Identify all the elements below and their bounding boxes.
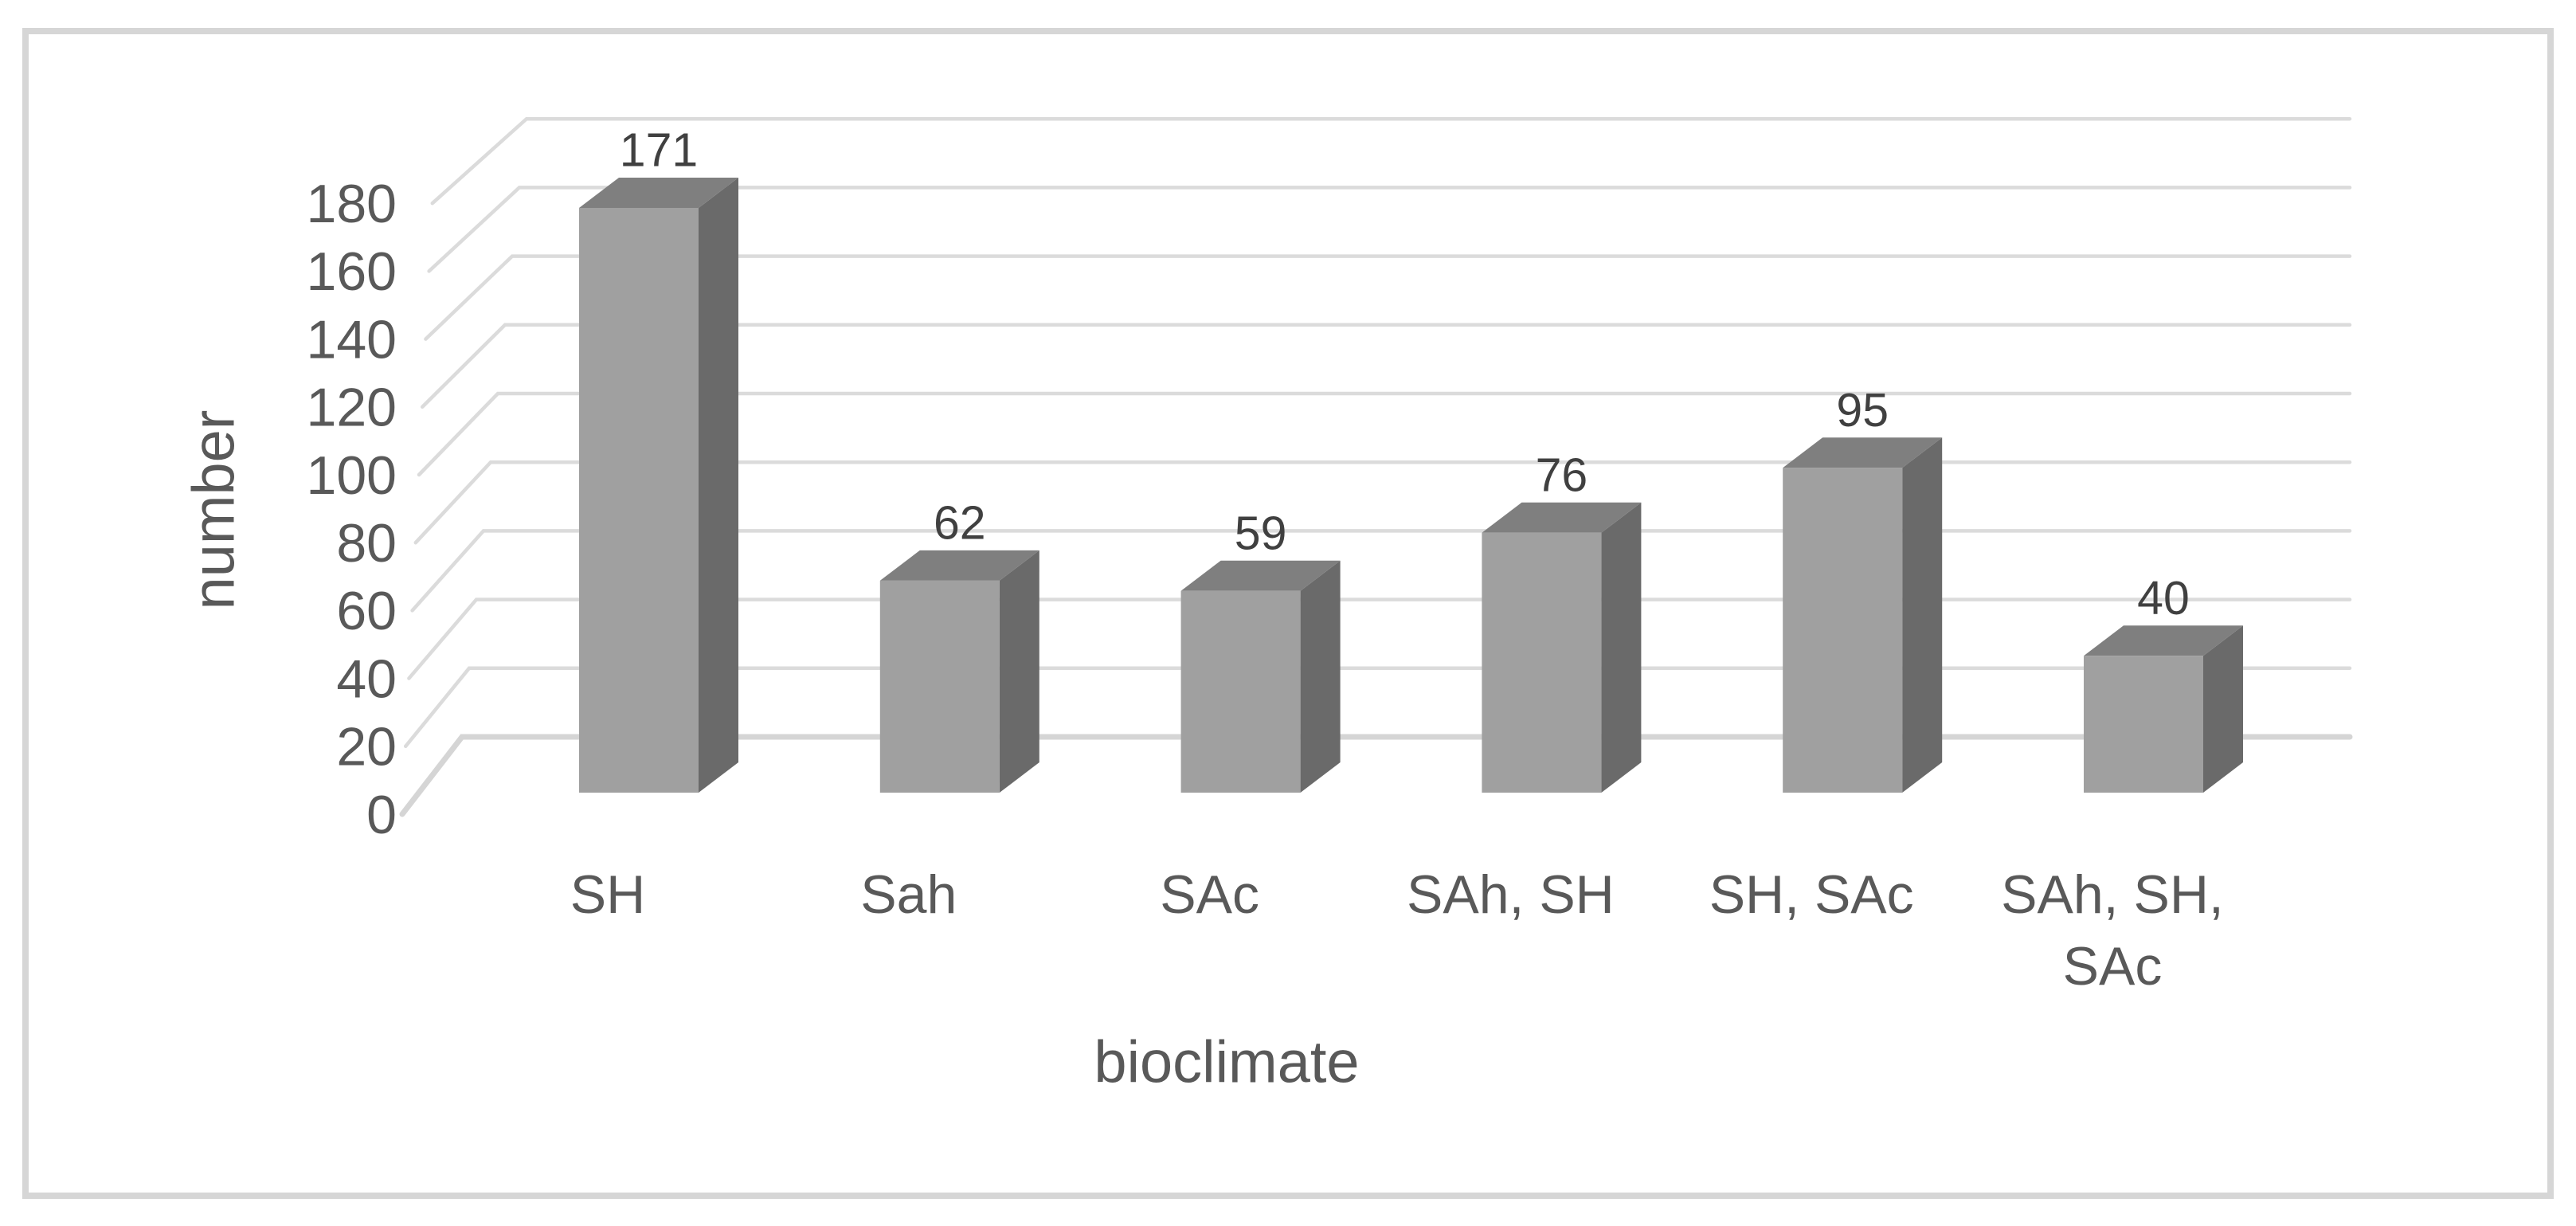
- bar-SH, SAc: [1783, 468, 1903, 793]
- bar-top-face: [1783, 437, 1943, 468]
- bar-side-face: [2203, 625, 2243, 793]
- bar-top-face: [879, 550, 1039, 581]
- value-label-SH, SAc: 95: [1836, 384, 1889, 437]
- gridline-120: [420, 323, 2352, 409]
- category-label-Sah: Sah: [860, 864, 957, 925]
- category-label-SAh, SH, SAc: SAh, SH,: [2001, 864, 2224, 925]
- gridline-160: [427, 186, 2352, 273]
- gridline-180: [430, 116, 2352, 206]
- category-label-SAh, SH, SAc: SAc: [2063, 936, 2163, 997]
- value-label-SAh, SH: 76: [1536, 448, 1588, 501]
- category-label-SH, SAc: SH, SAc: [1709, 864, 1914, 925]
- bar-side-face: [1300, 560, 1341, 793]
- bar-top-face: [1482, 502, 1642, 533]
- value-label-SAc: 59: [1235, 507, 1287, 559]
- value-label-SAh, SH, SAc: 40: [2137, 572, 2190, 625]
- y-tick-label-20: 20: [336, 717, 397, 778]
- y-tick-label-40: 40: [336, 648, 397, 709]
- x-axis-title: bioclimate: [1094, 1028, 1360, 1095]
- gridline-140: [424, 254, 2352, 341]
- y-tick-label-120: 120: [307, 378, 397, 438]
- bar-SH: [579, 208, 699, 793]
- gridline-20: [403, 666, 2352, 749]
- y-tick-label-100: 100: [307, 445, 397, 506]
- y-tick-label-0: 0: [366, 785, 397, 845]
- gridline-60: [410, 529, 2352, 613]
- value-label-SH: 171: [620, 124, 698, 177]
- chart-border: [22, 28, 2554, 1199]
- bar-Sah: [879, 580, 1000, 793]
- bar-SAh, SH: [1482, 532, 1602, 793]
- bar-side-face: [999, 550, 1039, 793]
- bar-top-face: [579, 178, 738, 208]
- y-tick-label-60: 60: [336, 581, 397, 641]
- y-tick-label-140: 140: [307, 309, 397, 370]
- gridline-40: [407, 597, 2352, 680]
- bar-top-face: [1180, 560, 1341, 591]
- gridline-0: [399, 734, 2353, 817]
- y-tick-label-180: 180: [307, 174, 397, 234]
- category-label-SH: SH: [570, 864, 645, 925]
- y-tick-label-160: 160: [307, 241, 397, 302]
- bar-side-face: [699, 178, 738, 793]
- y-axis-title: number: [180, 409, 247, 610]
- gridline-80: [413, 460, 2352, 545]
- bar-side-face: [1601, 502, 1642, 793]
- category-label-SAc: SAc: [1160, 864, 1259, 925]
- bar-side-face: [1902, 437, 1943, 793]
- category-label-SAh, SH: SAh, SH: [1407, 864, 1615, 925]
- bar-SAh, SH, SAc: [2084, 656, 2203, 793]
- y-tick-label-80: 80: [336, 513, 397, 574]
- value-label-Sah: 62: [934, 497, 986, 550]
- bar-top-face: [2084, 625, 2243, 656]
- gridline-100: [417, 391, 2352, 477]
- bar-SAc: [1180, 590, 1301, 793]
